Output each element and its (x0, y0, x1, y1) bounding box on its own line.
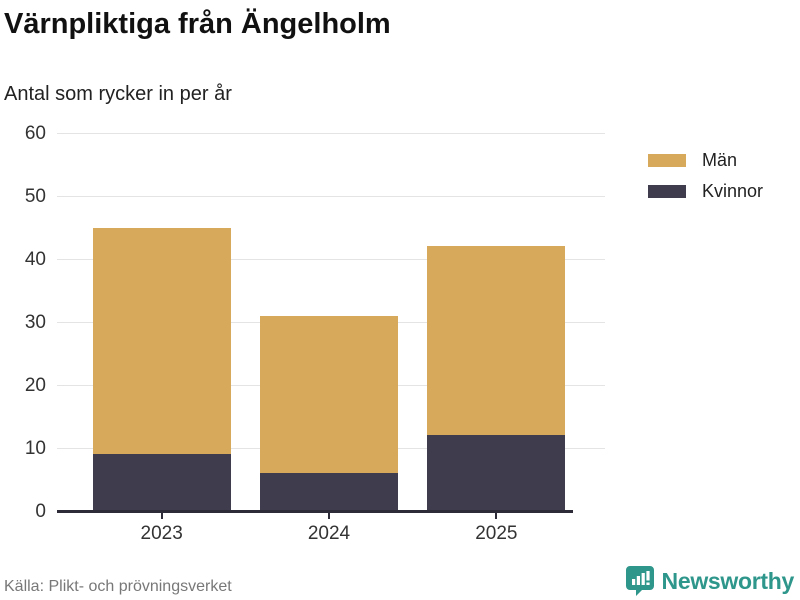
newsworthy-wordmark: Newsworthy (661, 567, 795, 594)
newsworthy-logo[interactable]: Newsworthy (625, 565, 794, 597)
y-axis-tick-label: 20 (24, 375, 46, 396)
legend-swatch-man (648, 154, 686, 167)
gridline (57, 259, 605, 260)
y-axis-tick-label: 50 (24, 186, 46, 207)
y-axis-tick-label: 30 (24, 312, 46, 333)
chart-title: Värnpliktiga från Ängelholm (4, 8, 391, 40)
y-axis-tick-label: 60 (24, 123, 46, 144)
source-attribution: Källa: Plikt- och prövningsverket (4, 578, 232, 595)
x-axis-tick-mark (495, 512, 498, 519)
chart-legend: Män Kvinnor (648, 150, 763, 202)
x-axis-tick-label: 2023 (140, 523, 183, 544)
legend-item-man: Män (648, 150, 763, 171)
y-axis-tick-label: 40 (24, 249, 46, 270)
x-axis-tick-label: 2024 (307, 523, 351, 544)
bar-segment-man (427, 246, 566, 436)
bar-chart-speech-bubble-icon (625, 565, 655, 597)
chart-subtitle: Antal som rycker in per år (4, 83, 232, 105)
legend-item-kvinnor: Kvinnor (648, 181, 763, 202)
y-axis-tick-label: 10 (24, 438, 46, 459)
gridline (57, 196, 605, 197)
gridline (57, 133, 605, 134)
x-axis-tick-label: 2025 (475, 523, 518, 544)
bar-segment-man (260, 315, 398, 474)
bar-segment-kvinnor (427, 435, 566, 510)
x-axis-line (57, 510, 573, 513)
bar-segment-kvinnor (260, 473, 398, 510)
bar-segment-kvinnor (92, 454, 231, 510)
legend-label-kvinnor: Kvinnor (702, 181, 764, 201)
legend-swatch-kvinnor (648, 185, 686, 198)
y-axis-tick-label: 0 (35, 501, 46, 522)
legend-label-man: Män (702, 150, 738, 170)
x-axis-tick-mark (328, 512, 330, 519)
bar-segment-man (92, 227, 231, 455)
x-axis-tick-mark (160, 512, 163, 519)
